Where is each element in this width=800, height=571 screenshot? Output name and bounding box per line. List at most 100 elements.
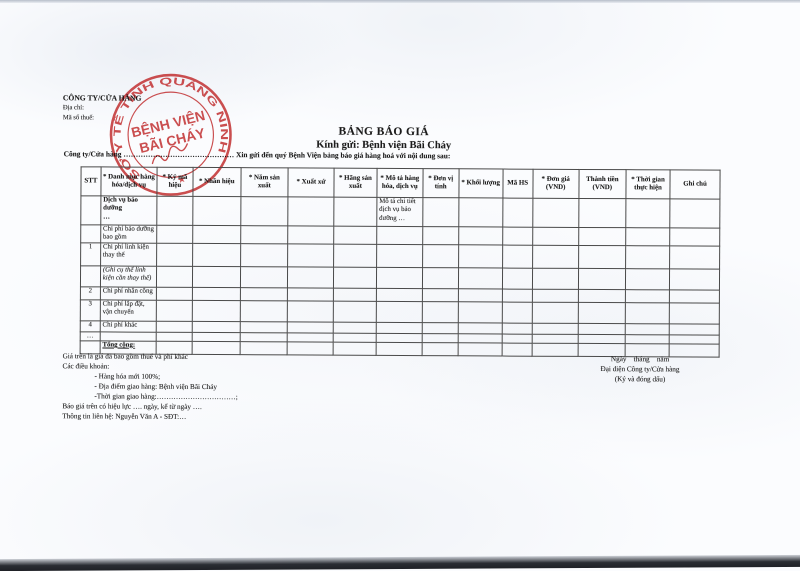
column-header: Mã HS <box>502 169 533 199</box>
contact-note: Thông tin liên hệ: Nguyễn Văn A - SĐT:… <box>62 412 187 421</box>
table-cell <box>578 267 626 290</box>
table-cell <box>422 301 458 323</box>
table-cell <box>80 224 101 243</box>
table-cell <box>422 288 459 302</box>
table-cell <box>333 321 377 333</box>
table-cell <box>578 244 626 269</box>
table-cell <box>156 242 193 266</box>
table-cell <box>333 287 377 301</box>
table-cell <box>287 332 334 342</box>
table-cell <box>501 333 532 344</box>
table-cell <box>422 197 459 227</box>
table-cell <box>192 196 241 226</box>
table-cell <box>625 198 670 228</box>
table-cell <box>531 301 579 323</box>
table-cell <box>457 301 503 323</box>
table-cell: 4 <box>80 320 101 332</box>
table-cell <box>501 342 532 357</box>
table-cell <box>333 341 376 356</box>
table-cell: Mô tả chi tiết dịch vụ bảo dưỡng … <box>376 197 423 227</box>
table-cell <box>532 227 579 245</box>
column-header: * Năm sản xuất <box>240 167 289 197</box>
table-cell <box>578 198 626 228</box>
table-row: Dịch vụ bảo dưỡng … Mô tả chi tiết dịch v… <box>80 195 720 229</box>
table-cell <box>287 243 334 267</box>
title-block: BẢNG BÁO GIÁ Kính gửi: Bệnh viện Bãi Chá… <box>234 125 534 152</box>
terms-title: Các điều khoản: <box>62 362 110 371</box>
stamp-star-icon: ★ <box>176 174 187 187</box>
table-cell <box>192 320 241 333</box>
table-cell <box>192 242 241 267</box>
table-cell <box>376 287 423 302</box>
table-cell <box>333 197 377 227</box>
table-cell <box>156 331 193 342</box>
table-cell <box>192 286 241 301</box>
table-cell <box>502 244 533 268</box>
table-cell <box>287 196 334 227</box>
column-header: * Xuất xứ <box>287 167 335 198</box>
table-cell <box>577 333 626 344</box>
table-cell: Chi phí khác <box>100 320 157 332</box>
table-cell <box>531 333 578 344</box>
column-header: * Đơn vị tính <box>422 168 459 198</box>
table-cell: Chi phí lắp đặt, vận chuyển <box>100 299 157 321</box>
table-cell <box>376 300 423 323</box>
table-cell <box>156 320 193 332</box>
table-cell <box>240 225 288 244</box>
table-cell <box>531 322 578 334</box>
table-cell <box>532 267 579 289</box>
table-cell <box>375 342 422 356</box>
table-cell <box>240 196 288 226</box>
table-cell <box>192 265 241 288</box>
stamp-outer-circle <box>109 73 232 196</box>
quotation-table: STT * Danh mục hàng hóa/dịch vụ * Ký mã hi… <box>80 166 721 358</box>
table-cell <box>156 265 193 287</box>
table-cell <box>577 301 626 324</box>
table-cell <box>333 266 377 288</box>
table-cell <box>99 331 157 342</box>
column-header: * Khối lượng <box>458 168 503 199</box>
table-cell <box>287 341 334 355</box>
table-cell <box>578 288 626 303</box>
hospital-round-stamp: SỞ Y TẾ TỈNH QUẢNG NINH BỆNH VIỆN BÃI CH… <box>99 64 236 196</box>
table-cell: Chi phí linh kiện thay thế <box>100 242 157 266</box>
table-cell: 3 <box>80 299 101 321</box>
table-cell <box>192 299 241 322</box>
table-cell <box>625 323 670 335</box>
table-cell <box>625 302 670 324</box>
table-header-row: STT * Danh mục hàng hóa/dịch vụ * Ký mã hi… <box>80 166 721 200</box>
column-header: STT <box>80 166 101 196</box>
column-header: Thành tiền (VND) <box>578 169 627 199</box>
table-cell <box>669 323 720 335</box>
table-cell: (Ghi cụ thể linh kiện cần thay thế) <box>100 265 157 287</box>
table-cell <box>376 243 423 268</box>
table-cell <box>421 342 458 356</box>
table-cell <box>376 321 423 334</box>
table-cell <box>502 198 533 228</box>
table-cell <box>532 288 579 302</box>
table-cell <box>422 267 459 289</box>
stamp-signature-scribble <box>151 143 188 165</box>
table-cell <box>80 195 101 225</box>
table-cell <box>376 266 423 289</box>
signature-note: (Ký và đóng dấu) <box>614 375 666 384</box>
table-cell <box>457 288 503 302</box>
column-header: * Đơn giá (VND) <box>532 169 579 199</box>
table-cell <box>156 286 193 300</box>
table-cell <box>333 300 377 322</box>
table-cell: 2 <box>80 286 101 300</box>
signature-block: Ngày tháng năm Đại diện Công ty/Cửa hàng… <box>552 354 727 385</box>
table-cell <box>669 289 720 303</box>
table-cell <box>156 196 193 226</box>
table-cell <box>457 333 502 343</box>
table-body: Dịch vụ bảo dưỡng … Mô tả chi tiết dịch v… <box>80 195 720 358</box>
table-cell: … <box>80 331 101 341</box>
table-cell <box>156 225 193 243</box>
table-cell: Dịch vụ bảo dưỡng … <box>100 195 157 226</box>
table-cell <box>625 245 670 269</box>
column-header: * Mô tả hàng hóa, dịch vụ <box>376 168 423 198</box>
scan-edge-top <box>0 0 800 3</box>
table-cell <box>333 243 377 267</box>
table-cell <box>333 226 377 244</box>
table-cell <box>457 322 502 334</box>
